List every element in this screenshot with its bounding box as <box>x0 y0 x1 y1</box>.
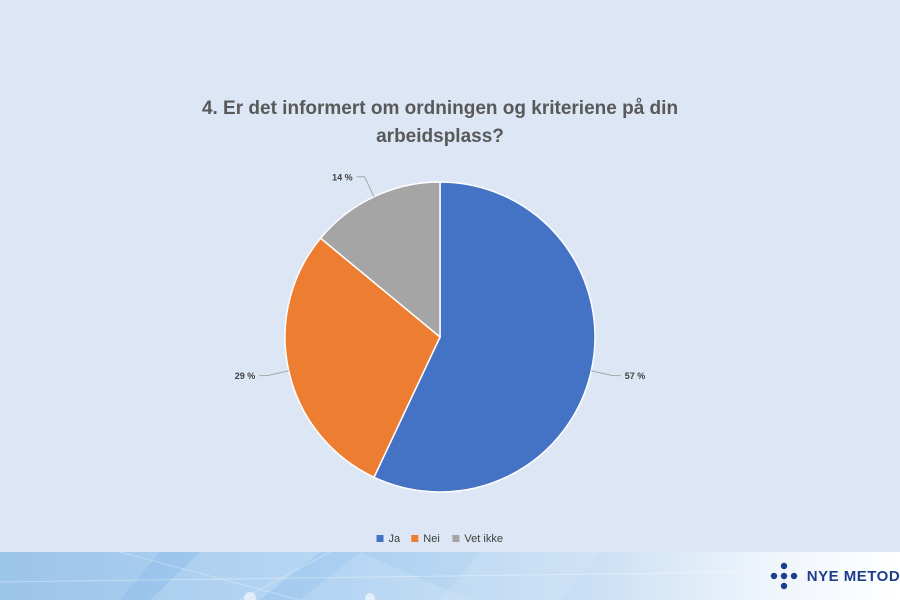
data-label: 57 % <box>625 371 646 381</box>
pie-chart: 57 % 29 % 14 % Ja Nei Vet ikke <box>235 172 645 545</box>
legend-item-ja: Ja <box>376 533 402 545</box>
legend-item-nei: Nei <box>411 533 440 545</box>
legend-label: Vet ikke <box>464 533 503 545</box>
leader-lines <box>259 176 621 377</box>
legend-swatch <box>411 535 419 542</box>
chart-title-line-2: arbeidsplass? <box>376 126 504 147</box>
leader-line <box>356 176 375 198</box>
legend-label: Ja <box>389 533 402 545</box>
pie-slice-nei <box>284 237 441 479</box>
legend: Ja Nei Vet ikke <box>376 533 503 545</box>
legend-label: Nei <box>423 533 440 545</box>
chart-title: 4. Er det informert om ordningen og krit… <box>150 95 730 151</box>
footer-decoration <box>0 552 900 600</box>
legend-swatch <box>452 535 460 542</box>
data-labels: 57 % 29 % 14 % <box>235 172 645 381</box>
data-label: 29 % <box>235 371 256 381</box>
pie-slice-ja <box>373 181 596 493</box>
logo: NYE METODER <box>769 560 900 592</box>
logo-text: NYE METODER <box>806 567 900 585</box>
logo-icon <box>770 562 797 590</box>
footer-banner: NYE METODER <box>0 552 900 600</box>
leader-line <box>591 370 621 377</box>
data-label: 14 % <box>332 172 353 182</box>
leader-line <box>259 370 289 377</box>
legend-item-vet-ikke: Vet ikke <box>452 533 503 545</box>
pie-slices <box>284 181 596 493</box>
legend-swatch <box>376 535 384 542</box>
chart-title-line-1: 4. Er det informert om ordningen og krit… <box>201 98 679 119</box>
